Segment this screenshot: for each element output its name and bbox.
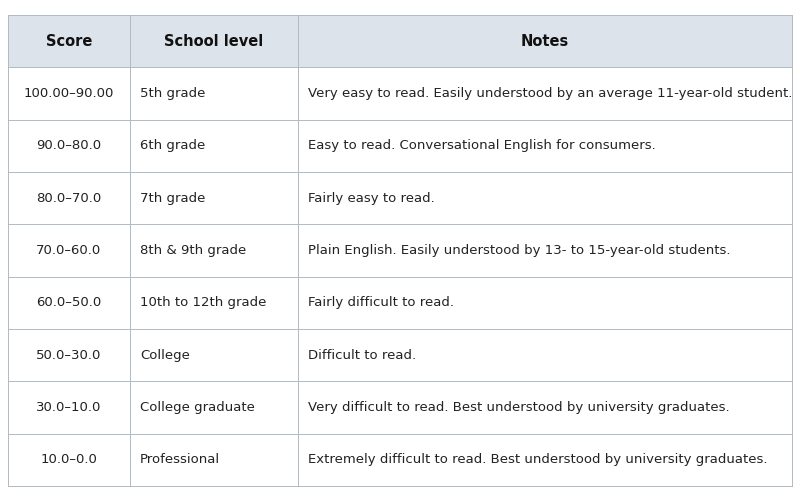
Text: 8th & 9th grade: 8th & 9th grade (140, 244, 246, 257)
Bar (8, 224, 130, 277)
Bar (8, 15, 130, 67)
Bar (8, 329, 130, 381)
Bar (130, 224, 298, 277)
Bar (130, 277, 298, 329)
Text: Professional: Professional (140, 453, 220, 466)
Text: Score: Score (46, 34, 92, 49)
Bar (298, 381, 792, 434)
Text: Difficult to read.: Difficult to read. (309, 349, 417, 362)
Bar (130, 172, 298, 224)
Text: 90.0–80.0: 90.0–80.0 (36, 139, 102, 152)
Text: 70.0–60.0: 70.0–60.0 (36, 244, 102, 257)
Bar (8, 434, 130, 486)
Bar (298, 329, 792, 381)
Text: Easy to read. Conversational English for consumers.: Easy to read. Conversational English for… (309, 139, 656, 152)
Text: 30.0–10.0: 30.0–10.0 (36, 401, 102, 414)
Bar (130, 434, 298, 486)
Text: 10.0–0.0: 10.0–0.0 (40, 453, 97, 466)
Text: 60.0–50.0: 60.0–50.0 (36, 296, 102, 309)
Bar (298, 120, 792, 172)
Bar (130, 67, 298, 120)
Text: Extremely difficult to read. Best understood by university graduates.: Extremely difficult to read. Best unders… (309, 453, 768, 466)
Bar (298, 15, 792, 67)
Bar (130, 329, 298, 381)
Text: 6th grade: 6th grade (140, 139, 205, 152)
Text: Plain English. Easily understood by 13- to 15-year-old students.: Plain English. Easily understood by 13- … (309, 244, 731, 257)
Text: 50.0–30.0: 50.0–30.0 (36, 349, 102, 362)
Text: Very easy to read. Easily understood by an average 11-year-old student.: Very easy to read. Easily understood by … (309, 87, 793, 100)
Text: 10th to 12th grade: 10th to 12th grade (140, 296, 266, 309)
Text: Very difficult to read. Best understood by university graduates.: Very difficult to read. Best understood … (309, 401, 730, 414)
Bar (8, 381, 130, 434)
Text: 7th grade: 7th grade (140, 192, 206, 205)
Bar (130, 15, 298, 67)
Bar (8, 120, 130, 172)
Bar (130, 120, 298, 172)
Text: 100.00–90.00: 100.00–90.00 (23, 87, 114, 100)
Text: Fairly difficult to read.: Fairly difficult to read. (309, 296, 454, 309)
Text: 5th grade: 5th grade (140, 87, 206, 100)
Bar (298, 434, 792, 486)
Bar (298, 172, 792, 224)
Bar (8, 67, 130, 120)
Text: School level: School level (164, 34, 263, 49)
Text: Notes: Notes (521, 34, 569, 49)
Text: College graduate: College graduate (140, 401, 254, 414)
Bar (298, 224, 792, 277)
Bar (8, 277, 130, 329)
Bar (8, 172, 130, 224)
Text: College: College (140, 349, 190, 362)
Bar (298, 277, 792, 329)
Text: 80.0–70.0: 80.0–70.0 (36, 192, 102, 205)
Bar (298, 67, 792, 120)
Bar (130, 381, 298, 434)
Text: Fairly easy to read.: Fairly easy to read. (309, 192, 435, 205)
